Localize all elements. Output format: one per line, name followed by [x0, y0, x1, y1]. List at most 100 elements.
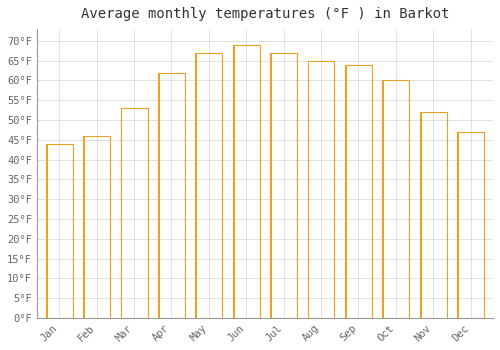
Bar: [46, 144, 47, 318]
Bar: [46, 144, 48, 318]
Bar: [46, 144, 47, 318]
Bar: [420, 112, 421, 318]
Bar: [382, 80, 384, 318]
Bar: [46, 144, 48, 318]
Bar: [46, 144, 47, 318]
Bar: [345, 65, 346, 318]
Bar: [84, 136, 85, 318]
Bar: [382, 80, 384, 318]
Bar: [420, 112, 421, 318]
Bar: [383, 80, 384, 318]
Bar: [270, 53, 271, 318]
Bar: [382, 80, 384, 318]
Bar: [233, 45, 234, 318]
Bar: [46, 144, 47, 318]
Bar: [271, 53, 272, 318]
Bar: [270, 53, 272, 318]
Bar: [383, 80, 384, 318]
Bar: [196, 53, 197, 318]
Bar: [196, 53, 197, 318]
Bar: [382, 80, 384, 318]
Bar: [158, 72, 160, 318]
Bar: [420, 112, 422, 318]
Bar: [271, 53, 272, 318]
Bar: [382, 80, 384, 318]
Bar: [420, 112, 422, 318]
Bar: [457, 132, 458, 318]
Bar: [308, 61, 309, 318]
Bar: [270, 53, 272, 318]
Bar: [308, 61, 309, 318]
Bar: [270, 53, 271, 318]
Bar: [158, 72, 159, 318]
Bar: [420, 112, 421, 318]
Bar: [158, 72, 160, 318]
Bar: [420, 112, 421, 318]
Bar: [46, 144, 48, 318]
Bar: [345, 65, 346, 318]
Bar: [458, 132, 459, 318]
Bar: [457, 132, 458, 318]
Bar: [158, 72, 160, 318]
Bar: [84, 136, 85, 318]
Bar: [270, 53, 272, 318]
Bar: [346, 65, 347, 318]
Bar: [308, 61, 309, 318]
Bar: [420, 112, 421, 318]
Bar: [233, 45, 234, 318]
Bar: [420, 112, 422, 318]
Bar: [308, 61, 309, 318]
Bar: [458, 132, 459, 318]
Bar: [308, 61, 309, 318]
Bar: [158, 72, 185, 318]
Bar: [382, 80, 409, 318]
Bar: [308, 61, 309, 318]
Bar: [420, 112, 421, 318]
Bar: [196, 53, 222, 318]
Bar: [158, 72, 159, 318]
Bar: [158, 72, 159, 318]
Bar: [383, 80, 384, 318]
Bar: [383, 80, 384, 318]
Bar: [158, 72, 160, 318]
Bar: [383, 80, 384, 318]
Bar: [420, 112, 422, 318]
Bar: [420, 112, 421, 318]
Bar: [196, 53, 197, 318]
Bar: [308, 61, 309, 318]
Bar: [308, 61, 310, 318]
Bar: [382, 80, 384, 318]
Bar: [382, 80, 384, 318]
Bar: [383, 80, 384, 318]
Bar: [121, 108, 122, 318]
Bar: [270, 53, 272, 318]
Bar: [233, 45, 234, 318]
Bar: [46, 144, 48, 318]
Bar: [121, 108, 122, 318]
Bar: [382, 80, 384, 318]
Bar: [84, 136, 85, 318]
Bar: [458, 132, 459, 318]
Bar: [271, 53, 272, 318]
Bar: [46, 144, 47, 318]
Bar: [420, 112, 421, 318]
Bar: [196, 53, 197, 318]
Bar: [120, 108, 122, 318]
Bar: [458, 132, 459, 318]
Bar: [270, 53, 272, 318]
Bar: [233, 45, 234, 318]
Bar: [308, 61, 309, 318]
Bar: [158, 72, 160, 318]
Bar: [345, 65, 346, 318]
Bar: [383, 80, 384, 318]
Bar: [233, 45, 234, 318]
Bar: [121, 108, 122, 318]
Bar: [270, 53, 297, 318]
Bar: [121, 108, 122, 318]
Bar: [420, 112, 446, 318]
Bar: [83, 136, 84, 318]
Bar: [158, 72, 159, 318]
Bar: [383, 80, 384, 318]
Bar: [308, 61, 309, 318]
Bar: [420, 112, 421, 318]
